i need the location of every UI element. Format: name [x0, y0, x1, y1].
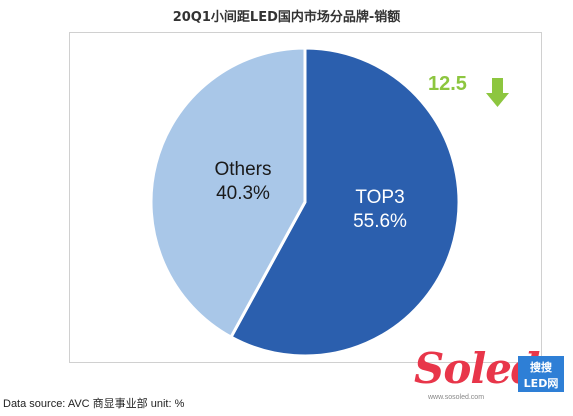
- pie-slice-top3: [228, 46, 461, 358]
- watermark-logo: Soled 搜搜 LED网 www.sosoled.com: [410, 344, 570, 406]
- down-arrow-icon: [486, 78, 509, 107]
- chart-title: 20Q1小间距LED国内市场分品牌-销额: [172, 10, 401, 25]
- svg-text:搜搜: 搜搜: [530, 360, 553, 374]
- chart-frame: [69, 32, 542, 363]
- slice-label-top3: TOP3 55.6%: [353, 187, 407, 232]
- change-annotation: 12.5: [428, 73, 467, 95]
- svg-text:LED网: LED网: [524, 377, 559, 390]
- slice-label-others: Others 40.3%: [214, 159, 272, 204]
- pie-slice-others: [149, 46, 307, 340]
- watermark-box: 搜搜 LED网: [518, 356, 564, 392]
- data-source-note: Data source: AVC 商显事业部 unit: %: [3, 398, 185, 410]
